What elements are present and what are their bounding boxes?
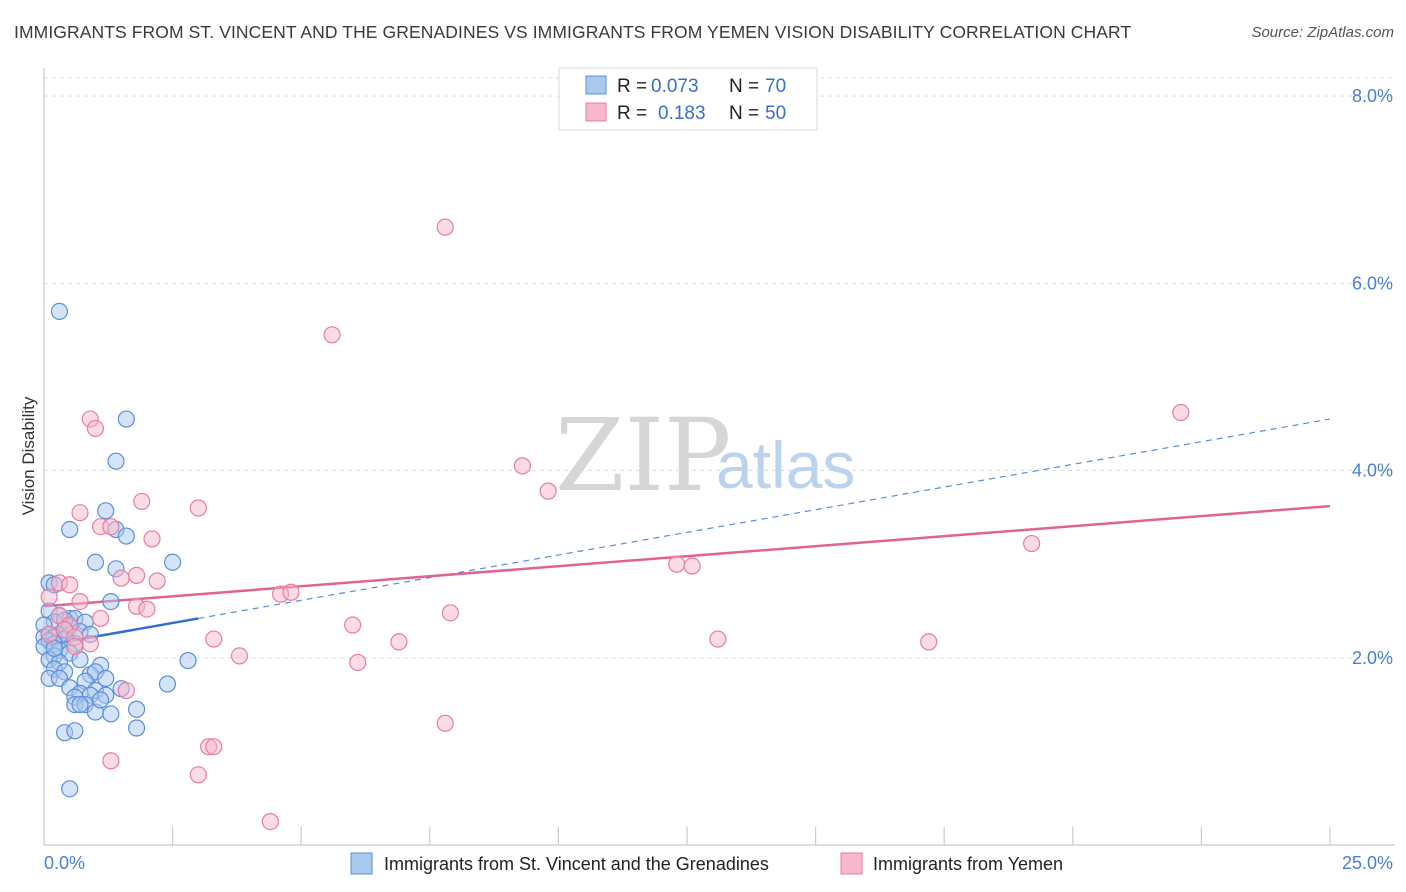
data-points <box>35 218 1190 831</box>
data-point-yemen <box>390 633 408 651</box>
legend-r-value-pink: 0.183 <box>658 103 706 124</box>
data-point-vincent <box>179 651 197 670</box>
data-point-yemen <box>143 530 161 548</box>
data-point-yemen <box>668 555 686 573</box>
trend-line-vincent-extension <box>198 418 1331 620</box>
data-point-vincent <box>97 502 115 520</box>
data-point-yemen <box>323 326 341 344</box>
legend-box: R = 0.073 N = 70 R = 0.183 N = 50 <box>558 67 818 131</box>
data-point-yemen <box>81 635 99 653</box>
data-point-yemen <box>102 518 120 536</box>
data-point-yemen <box>349 653 367 672</box>
data-point-vincent <box>97 669 115 687</box>
data-point-yemen <box>86 419 105 438</box>
y-tick-label: 2.0% <box>1352 648 1393 668</box>
data-point-vincent <box>158 675 177 693</box>
legend-n-label-blue: N = <box>729 76 759 97</box>
data-point-vincent <box>117 527 135 545</box>
data-point-yemen <box>40 625 58 643</box>
data-point-yemen <box>282 583 300 601</box>
data-point-vincent <box>117 410 135 428</box>
y-tick-label: 8.0% <box>1352 86 1393 106</box>
data-point-vincent <box>164 553 182 571</box>
data-point-yemen <box>230 647 249 665</box>
data-point-vincent <box>102 593 120 611</box>
bottom-legend: Immigrants from St. Vincent and the Gren… <box>350 852 1063 875</box>
bottom-legend-label-blue: Immigrants from St. Vincent and the Gren… <box>384 854 769 874</box>
y-tick-label: 4.0% <box>1352 461 1393 481</box>
data-point-yemen <box>148 572 166 590</box>
data-point-vincent <box>71 695 89 714</box>
data-point-yemen <box>102 752 120 770</box>
y-tick-label: 6.0% <box>1352 273 1393 293</box>
chart-title: IMMIGRANTS FROM ST. VINCENT AND THE GREN… <box>14 22 1132 42</box>
watermark-zip: ZIP <box>555 397 731 514</box>
data-point-yemen <box>436 714 454 732</box>
data-point-vincent <box>61 780 79 798</box>
legend-swatch-pink <box>585 102 607 122</box>
data-point-yemen <box>709 630 727 648</box>
legend-swatch-blue <box>585 75 607 95</box>
data-point-yemen <box>513 457 531 475</box>
data-point-yemen <box>91 609 110 628</box>
trend-line-yemen <box>43 504 1331 608</box>
data-point-vincent <box>61 520 79 539</box>
legend-r-label-pink: R = <box>617 103 647 124</box>
data-point-vincent <box>127 700 146 718</box>
x-tick-label-min: 0.0% <box>44 853 85 873</box>
data-point-yemen <box>539 482 557 500</box>
data-point-yemen <box>441 604 459 622</box>
data-point-yemen <box>138 600 156 618</box>
legend-r-label-blue: R = <box>617 76 647 97</box>
data-point-vincent <box>86 553 105 571</box>
data-point-yemen <box>344 616 362 634</box>
legend-n-value-blue: 70 <box>765 76 786 97</box>
data-point-yemen <box>71 504 89 522</box>
data-point-vincent <box>102 705 120 723</box>
data-point-yemen <box>127 566 146 584</box>
data-point-yemen <box>189 766 207 784</box>
data-point-yemen <box>71 593 89 611</box>
data-point-yemen <box>205 630 223 648</box>
data-point-yemen <box>436 218 454 236</box>
legend-n-label-pink: N = <box>729 103 759 124</box>
data-point-yemen <box>66 637 84 656</box>
data-point-yemen <box>205 738 223 756</box>
y-axis-title: Vision Disability <box>19 396 38 515</box>
data-point-vincent <box>66 722 84 740</box>
data-point-yemen <box>40 588 58 606</box>
data-point-yemen <box>1172 403 1190 422</box>
grid-lines <box>44 77 1395 659</box>
watermark-atlas: atlas <box>716 428 855 502</box>
data-point-vincent <box>127 719 146 737</box>
data-point-yemen <box>1023 534 1041 553</box>
x-axis-ticks <box>172 827 1331 845</box>
axes <box>43 68 1395 846</box>
bottom-legend-label-pink: Immigrants from Yemen <box>873 854 1063 874</box>
x-tick-label-max: 25.0% <box>1342 853 1393 873</box>
data-point-yemen <box>189 499 207 517</box>
data-point-yemen <box>112 569 130 587</box>
data-point-yemen <box>261 812 279 831</box>
data-point-yemen <box>683 557 701 575</box>
data-point-yemen <box>920 633 938 651</box>
source-label: Source: ZipAtlas.com <box>1251 24 1394 41</box>
data-point-vincent <box>91 691 110 709</box>
legend-n-value-pink: 50 <box>765 103 786 124</box>
watermark: ZIP atlas <box>555 397 855 514</box>
data-point-vincent <box>50 302 69 320</box>
y-axis-tick-labels: 2.0% 4.0% 6.0% 8.0% <box>1352 86 1393 668</box>
legend-r-value-blue: 0.073 <box>651 76 699 97</box>
data-point-vincent <box>107 452 125 470</box>
data-point-yemen <box>61 576 79 594</box>
data-point-yemen <box>117 681 135 700</box>
bottom-legend-swatch-pink <box>840 852 863 875</box>
data-point-yemen <box>133 492 151 511</box>
bottom-legend-swatch-blue <box>350 852 373 875</box>
